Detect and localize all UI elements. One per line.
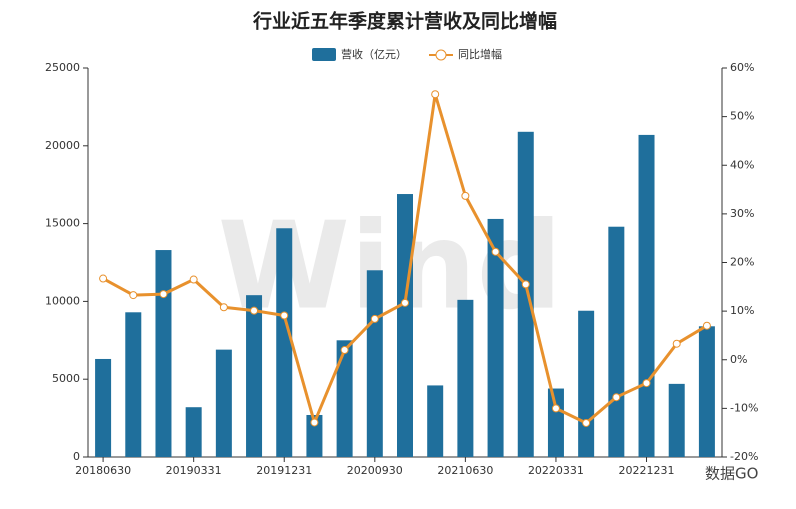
bar (125, 312, 142, 457)
y-tick-label: 10000 (45, 294, 80, 307)
bar (638, 134, 655, 457)
bar (427, 385, 444, 457)
x-tick-label: 20190331 (166, 464, 222, 477)
line-marker (491, 247, 500, 256)
line-marker (431, 90, 440, 99)
logo-text: 数据GO (705, 465, 758, 483)
x-tick-label: 20200930 (347, 464, 403, 477)
bar (185, 407, 202, 457)
y2-tick-label: 30% (730, 207, 754, 220)
chart-title: 行业近五年季度累计营收及同比增幅 (252, 10, 557, 33)
legend-label: 营收（亿元） (341, 47, 407, 61)
bar (608, 226, 625, 457)
line-marker (370, 314, 379, 323)
y2-tick-label: 10% (730, 304, 754, 317)
line-marker (521, 280, 530, 289)
x-tick-label: 20191231 (256, 464, 312, 477)
y-tick-label: 5000 (52, 372, 80, 385)
y2-tick-label: 20% (730, 256, 754, 269)
line-marker (280, 311, 289, 320)
y-tick-label: 20000 (45, 139, 80, 152)
bar (276, 228, 293, 457)
bar (366, 270, 383, 457)
bar (246, 295, 263, 457)
y-tick-label: 25000 (45, 61, 80, 74)
x-tick-label: 20221231 (619, 464, 675, 477)
line-marker (612, 393, 621, 402)
bar (487, 218, 504, 457)
bar (668, 383, 685, 457)
line-marker (401, 298, 409, 307)
line-marker (310, 418, 319, 427)
y2-tick-label: 60% (730, 61, 754, 74)
line-marker (159, 290, 168, 299)
y-tick-label: 15000 (45, 217, 80, 230)
legend-swatch (312, 48, 336, 61)
line-marker (551, 404, 560, 413)
bar (457, 299, 474, 457)
line-marker (99, 274, 108, 283)
x-tick-label: 20180630 (75, 464, 131, 477)
legend-swatch (435, 49, 447, 61)
line-marker (582, 418, 591, 427)
line-marker (129, 291, 138, 300)
y2-tick-label: 40% (730, 158, 754, 171)
bar (517, 131, 534, 457)
y2-tick-label: -20% (730, 450, 758, 463)
line-marker (672, 339, 681, 348)
x-tick-label: 20210630 (437, 464, 493, 477)
line-marker (702, 321, 711, 330)
legend-label: 同比增幅 (458, 47, 502, 61)
bar (336, 340, 353, 457)
line-marker (340, 346, 349, 355)
line-marker (642, 379, 651, 388)
bar (578, 310, 595, 457)
y2-tick-label: -10% (730, 401, 758, 414)
line-marker (189, 275, 198, 284)
line-marker (219, 303, 228, 312)
y-tick-label: 0 (73, 450, 80, 463)
bar (547, 388, 564, 457)
y2-tick-label: 50% (730, 110, 754, 123)
bar (215, 349, 232, 457)
x-tick-label: 20220331 (528, 464, 584, 477)
y2-tick-label: 0% (730, 353, 747, 366)
bar (306, 414, 323, 457)
bar (397, 194, 413, 457)
line-marker (250, 306, 259, 315)
line-marker (461, 191, 470, 200)
bar (155, 250, 172, 457)
bar (698, 326, 715, 457)
bar (95, 358, 112, 457)
